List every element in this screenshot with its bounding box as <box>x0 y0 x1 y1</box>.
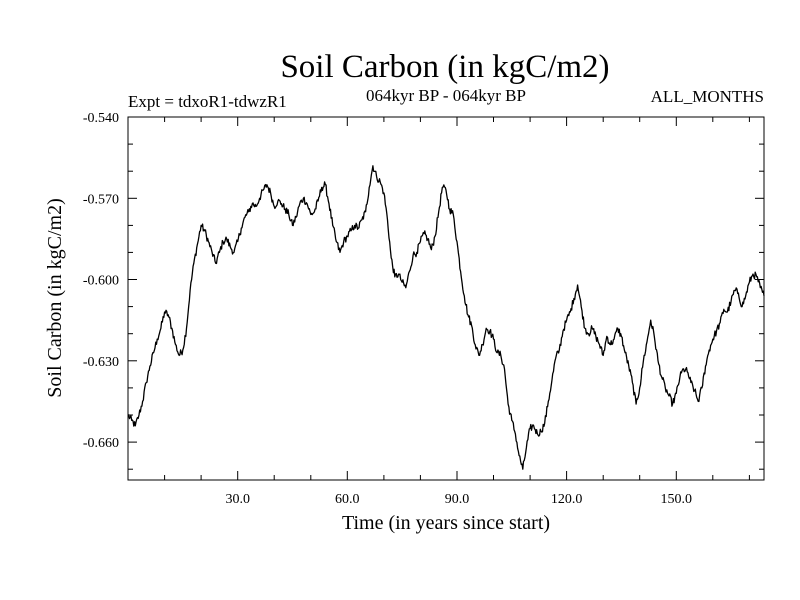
x-tick-label: 150.0 <box>661 492 693 507</box>
y-tick-label: -0.630 <box>83 355 119 370</box>
x-axis-label: Time (in years since start) <box>342 512 550 534</box>
y-axis-label: Soil Carbon (in kgC/m2) <box>44 198 66 397</box>
y-tick-label: -0.660 <box>83 436 119 451</box>
y-tick-label: -0.570 <box>83 192 119 207</box>
x-tick-label: 30.0 <box>225 492 250 507</box>
x-tick-label: 60.0 <box>335 492 360 507</box>
y-tick-label: -0.600 <box>83 274 119 289</box>
x-tick-label: 90.0 <box>445 492 470 507</box>
expt-label: Expt = tdxoR1-tdwzR1 <box>128 92 287 111</box>
chart-title: Soil Carbon (in kgC/m2) <box>280 49 609 85</box>
y-tick-labels: -0.540 -0.570 -0.600 -0.630 -0.660 <box>83 111 119 451</box>
plot-frame <box>127 116 765 481</box>
months-label: ALL_MONTHS <box>651 87 764 106</box>
x-tick-labels: 30.0 60.0 90.0 120.0 150.0 <box>225 492 692 507</box>
soil-carbon-series-line <box>127 165 765 470</box>
x-tick-label: 120.0 <box>551 492 583 507</box>
y-tick-label: -0.540 <box>83 111 119 126</box>
axis-ticks <box>128 116 764 480</box>
period-label: 064kyr BP - 064kyr BP <box>366 86 526 105</box>
